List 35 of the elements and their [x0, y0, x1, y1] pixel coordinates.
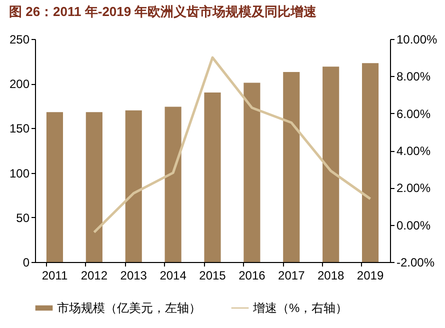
x-tick-label: 2014 [160, 268, 187, 282]
y-tick-label: 100 [9, 166, 30, 180]
x-tick-label: 2017 [278, 268, 306, 282]
legend-label: 市场规模（亿美元，左轴） [57, 301, 201, 315]
y2-tick-label: 0.00% [396, 218, 431, 232]
x-tick-label: 2018 [317, 268, 345, 282]
bar [244, 82, 260, 262]
chart-title: 图 26：2011 年-2019 年欧洲义齿市场规模及同比增速 [8, 4, 318, 19]
y2-tick-label: 2.00% [396, 181, 431, 196]
bar [164, 106, 182, 262]
y-tick-label: 150 [9, 122, 30, 136]
y2-tick-label: 4.00% [396, 144, 431, 158]
y2-tick-label: 8.00% [396, 70, 431, 84]
y-tick-label: 0 [22, 256, 30, 270]
legend-label: 增速（%，右轴） [252, 301, 348, 315]
x-tick-label: 2015 [199, 268, 226, 282]
x-tick-label: 2019 [356, 268, 384, 282]
bar [283, 72, 300, 262]
x-tick-label: 2016 [238, 268, 266, 282]
y-tick-label: 250 [9, 32, 30, 46]
x-tick-label: 2013 [120, 268, 148, 282]
x-tick-label: 2012 [80, 268, 108, 282]
y-tick-label: 200 [9, 77, 30, 92]
bar [322, 66, 340, 262]
bar [125, 110, 142, 262]
bar [362, 63, 379, 262]
bar [204, 92, 221, 262]
y-tick-label: 50 [16, 210, 30, 225]
line-series [92, 56, 372, 234]
bar [46, 112, 64, 262]
y2-tick-label: 6.00% [396, 106, 431, 121]
y2-tick-label: 10.00% [396, 32, 438, 46]
x-tick-label: 2011 [42, 268, 68, 282]
bar [86, 112, 102, 262]
y2-tick-label: -2.00% [396, 256, 435, 270]
